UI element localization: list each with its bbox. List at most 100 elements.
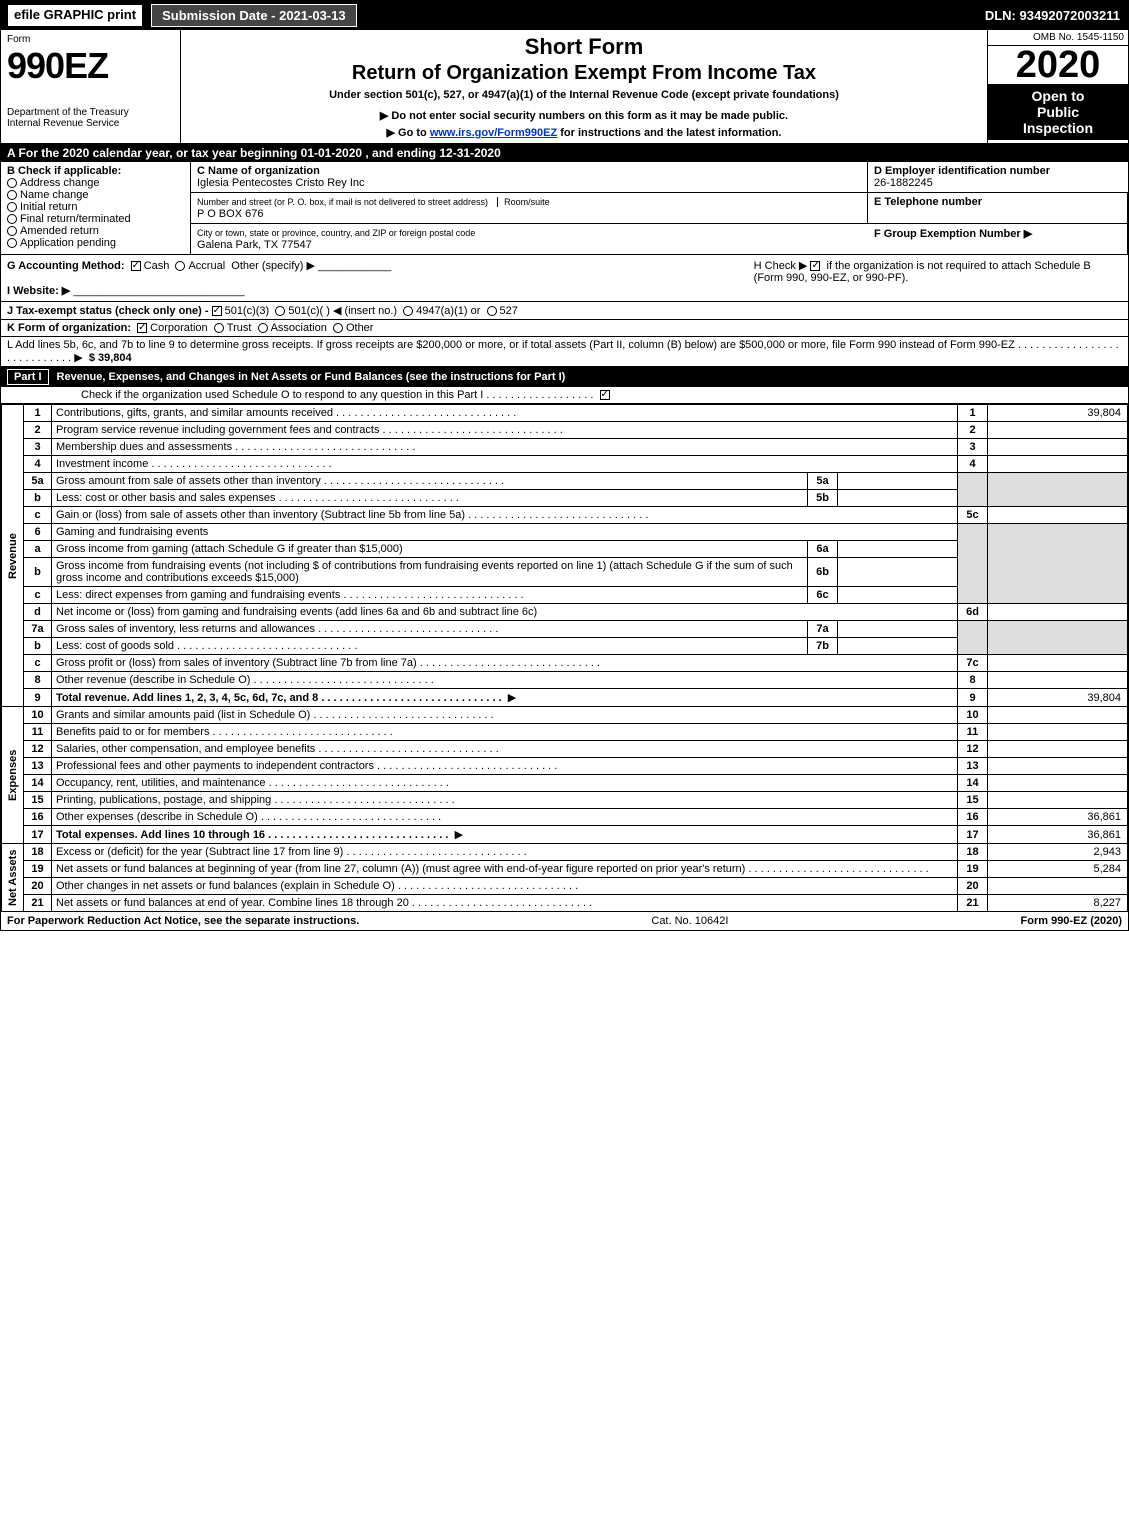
part-1-table: Revenue 1 Contributions, gifts, grants, … — [1, 404, 1128, 912]
footer-form: Form 990-EZ (2020) — [1021, 915, 1122, 927]
r10-v — [988, 707, 1128, 724]
form-label: Form — [7, 34, 174, 45]
501c-checkbox[interactable] — [275, 306, 285, 316]
r17-c: 17 — [958, 826, 988, 844]
goto-post: for instructions and the latest informat… — [557, 127, 781, 139]
efile-print-button[interactable]: efile GRAPHIC print — [7, 4, 143, 27]
r9-num: 9 — [24, 689, 52, 707]
ssn-note: ▶ Do not enter social security numbers o… — [187, 109, 981, 122]
corp-label: Corporation — [150, 322, 207, 334]
r6b-sv — [838, 558, 958, 587]
row-6d: d Net income or (loss) from gaming and f… — [2, 604, 1128, 621]
row-5a: 5a Gross amount from sale of assets othe… — [2, 473, 1128, 490]
row-19: 19 Net assets or fund balances at beginn… — [2, 861, 1128, 878]
box-d: D Employer identification number 26-1882… — [868, 162, 1128, 193]
line-l-value: $ 39,804 — [89, 352, 132, 364]
r7b-sb: 7b — [808, 638, 838, 655]
box-e-label: E Telephone number — [874, 196, 982, 208]
row-17: 17 Total expenses. Add lines 10 through … — [2, 826, 1128, 844]
cash-checkbox[interactable] — [131, 261, 141, 271]
r17-v: 36,861 — [988, 826, 1128, 844]
r10-desc: Grants and similar amounts paid (list in… — [52, 707, 958, 724]
527-checkbox[interactable] — [487, 306, 497, 316]
row-21: 21 Net assets or fund balances at end of… — [2, 895, 1128, 912]
r17-desc: Total expenses. Add lines 10 through 16 … — [52, 826, 958, 844]
row-1: Revenue 1 Contributions, gifts, grants, … — [2, 405, 1128, 422]
r7c-v — [988, 655, 1128, 672]
r16-v: 36,861 — [988, 809, 1128, 826]
r4-v — [988, 456, 1128, 473]
open-line-3: Inspection — [992, 120, 1124, 136]
top-bar: efile GRAPHIC print Submission Date - 20… — [1, 1, 1128, 30]
r21-c: 21 — [958, 895, 988, 912]
corp-checkbox[interactable] — [137, 323, 147, 333]
name-change-checkbox[interactable] — [7, 190, 17, 200]
r19-num: 19 — [24, 861, 52, 878]
line-j-label: J Tax-exempt status (check only one) - — [7, 305, 212, 317]
r18-c: 18 — [958, 844, 988, 861]
right-header-cell: OMB No. 1545-1150 2020 Open to Public In… — [988, 30, 1128, 143]
r5b-sb: 5b — [808, 490, 838, 507]
r17-num: 17 — [24, 826, 52, 844]
addr-label: Number and street (or P. O. box, if mail… — [197, 197, 488, 207]
final-return-checkbox[interactable] — [7, 214, 17, 224]
other-org-checkbox[interactable] — [333, 323, 343, 333]
r5c-num: c — [24, 507, 52, 524]
box-d-label: D Employer identification number — [874, 165, 1050, 177]
r6-desc: Gaming and fundraising events — [52, 524, 958, 541]
r14-desc: Occupancy, rent, utilities, and maintena… — [52, 775, 958, 792]
accrual-checkbox[interactable] — [175, 261, 185, 271]
trust-checkbox[interactable] — [214, 323, 224, 333]
app-pending-checkbox[interactable] — [7, 238, 17, 248]
501c3-checkbox[interactable] — [212, 306, 222, 316]
r6c-sb: 6c — [808, 587, 838, 604]
form-page: efile GRAPHIC print Submission Date - 20… — [0, 0, 1129, 931]
r4-c: 4 — [958, 456, 988, 473]
r7c-num: c — [24, 655, 52, 672]
dln-label: DLN: 93492072003211 — [977, 5, 1128, 26]
line-g: G Accounting Method: Cash Accrual Other … — [7, 259, 744, 297]
r1-c: 1 — [958, 405, 988, 422]
topbar-left: efile GRAPHIC print Submission Date - 20… — [1, 1, 363, 30]
box-c-addr: Number and street (or P. O. box, if mail… — [191, 193, 868, 224]
schedule-o-checkbox[interactable] — [600, 390, 610, 400]
r5a-num: 5a — [24, 473, 52, 490]
row-7a: 7a Gross sales of inventory, less return… — [2, 621, 1128, 638]
r5b-sv — [838, 490, 958, 507]
r15-c: 15 — [958, 792, 988, 809]
assoc-checkbox[interactable] — [258, 323, 268, 333]
r7c-desc: Gross profit or (loss) from sales of inv… — [52, 655, 958, 672]
title-cell: Short Form Return of Organization Exempt… — [181, 30, 988, 143]
r3-c: 3 — [958, 439, 988, 456]
initial-return-checkbox[interactable] — [7, 202, 17, 212]
goto-pre: ▶ Go to — [387, 127, 430, 139]
ein-value: 26-1882245 — [874, 177, 933, 189]
4947-checkbox[interactable] — [403, 306, 413, 316]
r6a-sb: 6a — [808, 541, 838, 558]
r6-shade-c — [958, 524, 988, 604]
r20-c: 20 — [958, 878, 988, 895]
footer-cat: Cat. No. 10642I — [651, 915, 728, 927]
schedule-b-checkbox[interactable] — [810, 261, 820, 271]
amended-return-checkbox[interactable] — [7, 226, 17, 236]
line-h-pre: H Check ▶ — [754, 260, 811, 272]
row-13: 13 Professional fees and other payments … — [2, 758, 1128, 775]
row-7c: c Gross profit or (loss) from sales of i… — [2, 655, 1128, 672]
form-title-2: Return of Organization Exempt From Incom… — [187, 62, 981, 85]
r4-desc: Investment income — [52, 456, 958, 473]
addr-change-checkbox[interactable] — [7, 178, 17, 188]
irs-link[interactable]: www.irs.gov/Form990EZ — [430, 127, 557, 139]
r13-desc: Professional fees and other payments to … — [52, 758, 958, 775]
cash-label: Cash — [144, 260, 170, 272]
r5a-sb: 5a — [808, 473, 838, 490]
assoc-label: Association — [271, 322, 327, 334]
r5a-sv — [838, 473, 958, 490]
part-1-note-line: Check if the organization used Schedule … — [1, 387, 1128, 404]
r7b-num: b — [24, 638, 52, 655]
box-b: B Check if applicable: Address change Na… — [1, 162, 191, 255]
r19-v: 5,284 — [988, 861, 1128, 878]
city-value: Galena Park, TX 77547 — [197, 239, 312, 251]
r15-num: 15 — [24, 792, 52, 809]
r5b-desc: Less: cost or other basis and sales expe… — [52, 490, 808, 507]
r13-v — [988, 758, 1128, 775]
